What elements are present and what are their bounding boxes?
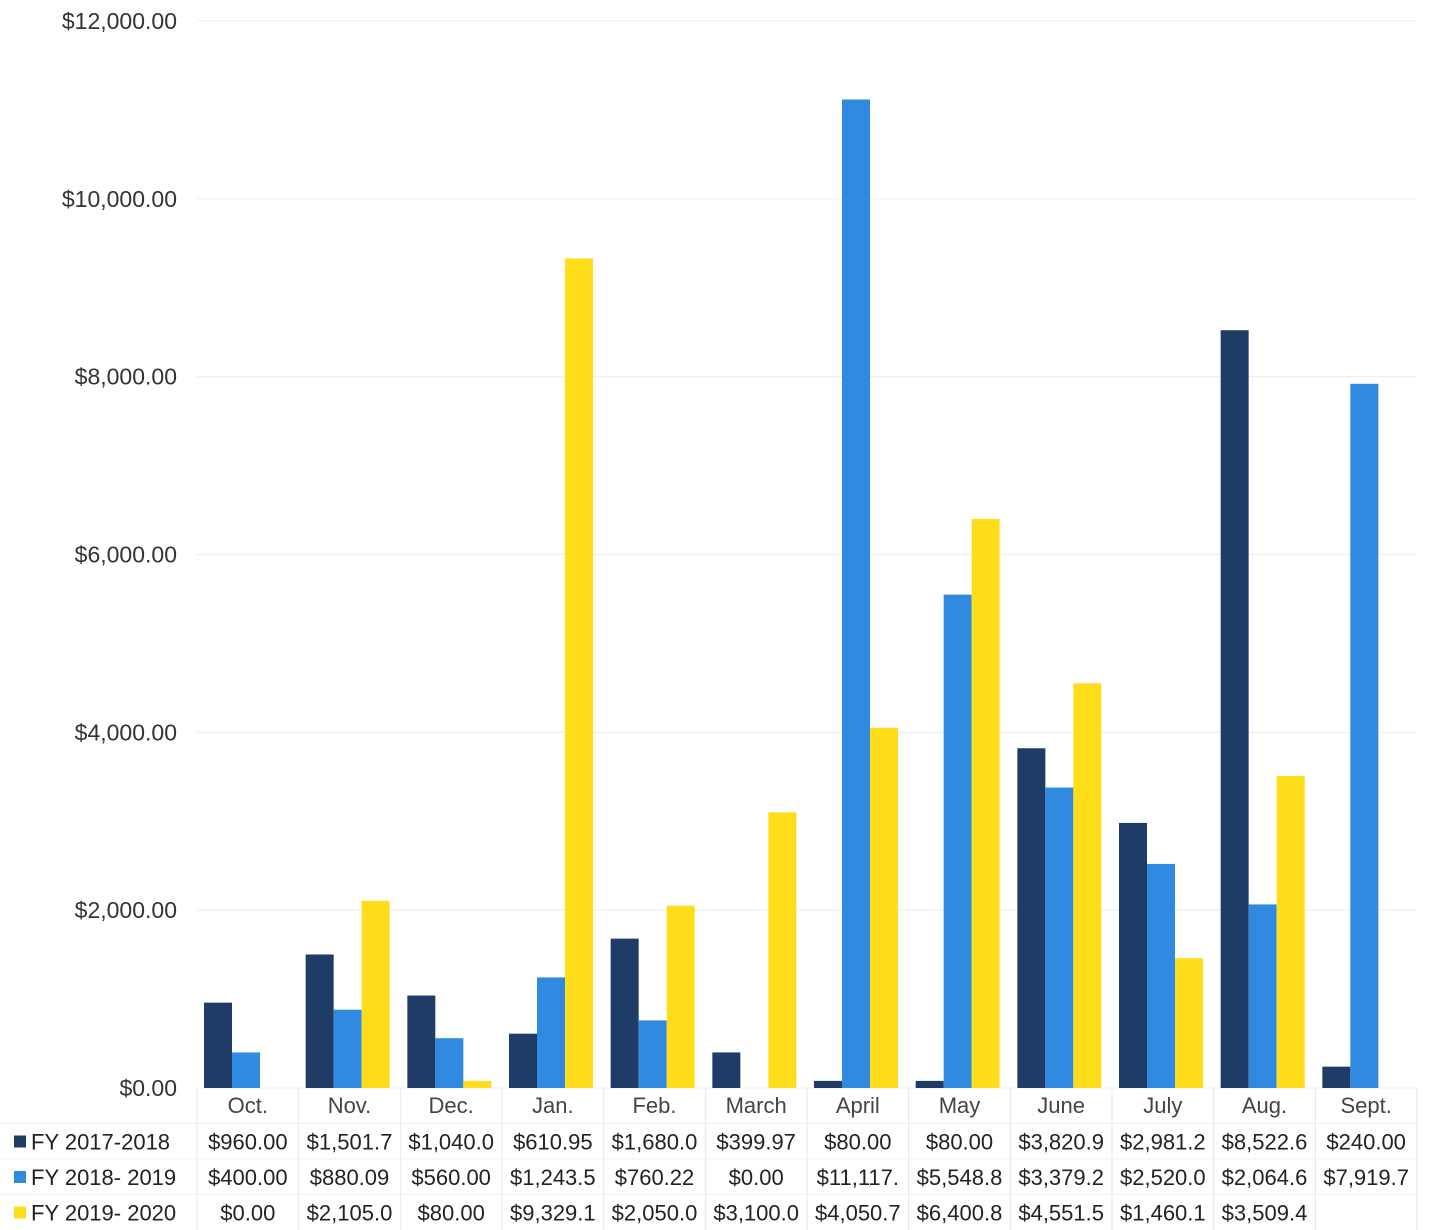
- bar: [768, 812, 797, 1088]
- bar: [537, 977, 565, 1088]
- category-label: April: [836, 1093, 880, 1118]
- y-axis: $0.00 $2,000.00 $4,000.00 $6,000.00 $8,000.0…: [62, 8, 177, 1101]
- legend-series-label: FY 2018- 2019: [31, 1165, 176, 1190]
- data-table-cell: $1,501.7: [307, 1130, 393, 1155]
- data-table-cell: $9,329.1: [510, 1201, 596, 1226]
- data-table-cell: $400.00: [208, 1165, 288, 1190]
- bar: [1220, 330, 1249, 1088]
- bar: [610, 938, 639, 1088]
- data-table-cell: $240.00: [1326, 1130, 1406, 1155]
- bar: [1248, 904, 1277, 1088]
- data-table-cell: $3,379.2: [1018, 1165, 1104, 1190]
- bar: [814, 1080, 842, 1088]
- bar: [1073, 683, 1102, 1088]
- bar: [712, 1052, 741, 1088]
- data-table-cell: $0.00: [220, 1201, 275, 1226]
- data-table-cell: $2,981.2: [1120, 1130, 1206, 1155]
- bar: [232, 1052, 260, 1088]
- bar: [870, 727, 898, 1088]
- bar: [666, 905, 695, 1088]
- category-label: Aug.: [1242, 1093, 1287, 1118]
- category-label: Sept.: [1340, 1093, 1391, 1118]
- data-table-cell: $0.00: [729, 1165, 784, 1190]
- bar: [407, 995, 436, 1088]
- category-label: June: [1037, 1093, 1085, 1118]
- data-table-cell: $2,064.6: [1222, 1165, 1308, 1190]
- bar: [638, 1020, 667, 1088]
- bar: [1322, 1066, 1351, 1088]
- data-table-cell: $2,105.0: [307, 1201, 393, 1226]
- bar: [361, 900, 390, 1088]
- category-label: Oct.: [228, 1093, 268, 1118]
- data-table-cell: $960.00: [208, 1130, 288, 1155]
- data-table-cell: $6,400.8: [917, 1201, 1003, 1226]
- y-tick-label: $6,000.00: [75, 542, 177, 568]
- data-table-cell: $2,050.0: [612, 1201, 698, 1226]
- bar: [1350, 383, 1379, 1089]
- bar: [204, 1002, 232, 1088]
- data-table-cell: $5,548.8: [917, 1165, 1003, 1190]
- category-label: Feb.: [632, 1093, 676, 1118]
- bar: [971, 518, 1000, 1088]
- bar: [463, 1080, 492, 1088]
- bar: [509, 1033, 537, 1088]
- data-table-cell: $1,243.5: [510, 1165, 596, 1190]
- category-label: March: [726, 1093, 787, 1118]
- data-table-cell: $11,117.: [817, 1165, 899, 1190]
- data-table-cell: $2,520.0: [1120, 1165, 1206, 1190]
- bar: [435, 1038, 464, 1088]
- category-label: Nov.: [328, 1093, 372, 1118]
- bar: [943, 594, 972, 1088]
- y-tick-label: $8,000.00: [75, 364, 177, 390]
- y-tick-label: $2,000.00: [75, 897, 177, 923]
- y-tick-label: $10,000.00: [62, 186, 177, 212]
- bar: [1017, 748, 1046, 1088]
- gridlines: [197, 20, 1417, 1089]
- category-label: Jan.: [532, 1093, 574, 1118]
- category-label: Dec.: [429, 1093, 474, 1118]
- data-table-cell: $760.22: [615, 1165, 695, 1190]
- data-table-cell: $1,040.0: [408, 1130, 494, 1155]
- bar: [1175, 958, 1203, 1088]
- bar: [842, 99, 870, 1088]
- bars: [204, 99, 1379, 1089]
- data-table: Oct. Nov. Dec. Jan. Feb. March April May June Jul…: [0, 1088, 1418, 1230]
- data-table-cell: $3,509.4: [1222, 1201, 1308, 1226]
- data-table-cell: $3,820.9: [1018, 1130, 1104, 1155]
- data-table-cell: $560.00: [411, 1165, 491, 1190]
- data-table-cell: $7,919.7: [1323, 1165, 1409, 1190]
- bar: [1045, 787, 1074, 1088]
- legend-series-label: FY 2019- 2020: [31, 1201, 176, 1226]
- data-table-cell: $8,522.6: [1222, 1130, 1308, 1155]
- data-table-cell: $399.97: [716, 1130, 796, 1155]
- data-table-cell: $4,050.7: [815, 1201, 901, 1226]
- data-table-cell: $610.95: [513, 1130, 593, 1155]
- bar: [333, 1009, 362, 1088]
- data-table-cell: $1,680.0: [612, 1130, 698, 1155]
- bar: [915, 1080, 944, 1088]
- bar: [1147, 863, 1175, 1088]
- category-label: July: [1143, 1093, 1182, 1118]
- data-table-cell: $80.00: [824, 1130, 891, 1155]
- data-table-cell: $880.09: [310, 1165, 390, 1190]
- data-table-cell: $1,460.1: [1120, 1201, 1206, 1226]
- data-table-cell: $3,100.0: [713, 1201, 799, 1226]
- legend-swatch: [14, 1206, 26, 1219]
- data-table-cell: $80.00: [926, 1130, 993, 1155]
- bar: [1119, 822, 1147, 1088]
- bar: [565, 258, 593, 1088]
- y-tick-label: $12,000.00: [62, 8, 177, 34]
- bar: [305, 954, 334, 1088]
- bar: [1276, 775, 1305, 1088]
- y-tick-label: $0.00: [119, 1075, 177, 1101]
- y-tick-label: $4,000.00: [75, 719, 177, 745]
- category-label: May: [939, 1093, 981, 1118]
- legend-swatch: [14, 1135, 26, 1148]
- data-table-cell: $80.00: [418, 1201, 485, 1226]
- data-table-cell: $4,551.5: [1018, 1201, 1104, 1226]
- legend-swatch: [14, 1171, 26, 1183]
- legend-series-label: FY 2017-2018: [31, 1130, 170, 1155]
